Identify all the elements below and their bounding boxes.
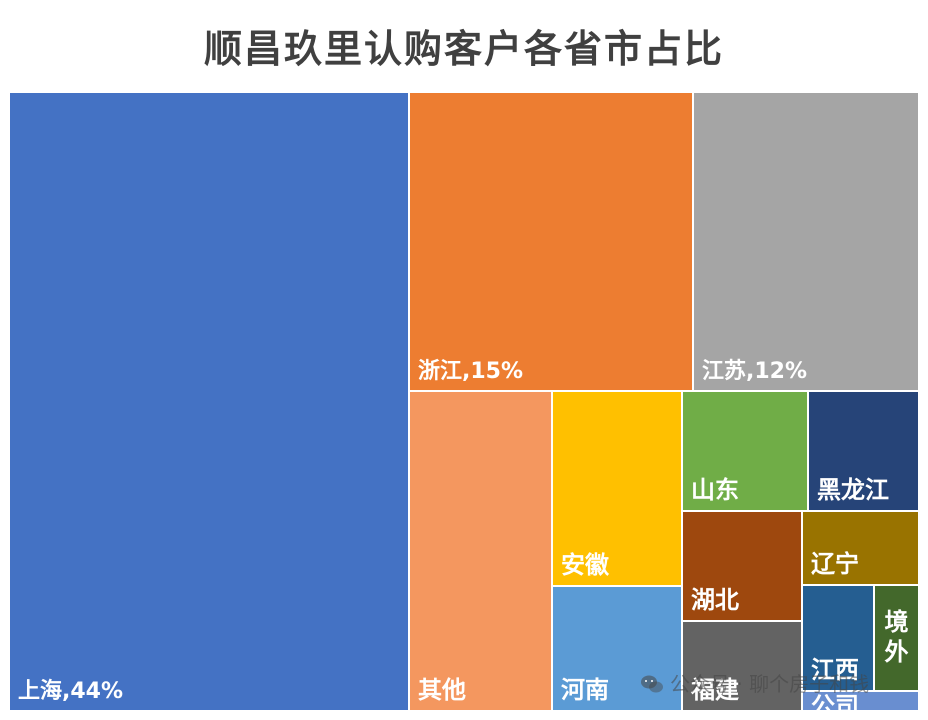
treemap-cell-4: 安徽 — [553, 392, 681, 585]
treemap-cell-5: 河南 — [553, 587, 681, 710]
treemap-label-11: 江西 — [811, 656, 859, 684]
treemap-cell-6: 山东 — [683, 392, 807, 510]
treemap-label-0: 上海,44% — [18, 678, 123, 704]
treemap-rect-5 — [553, 587, 681, 710]
treemap-rect-2 — [694, 93, 918, 390]
treemap-rect-9 — [803, 512, 918, 584]
watermark-text: 公众号 · 聊个房子和钱 — [670, 672, 870, 696]
wechat-icon — [641, 675, 663, 693]
watermark: 公众号 · 聊个房子和钱 — [640, 668, 869, 697]
treemap-cell-2: 江苏,12% — [694, 93, 918, 390]
treemap-rect-8 — [683, 512, 801, 620]
treemap-label-2: 江苏,12% — [702, 358, 807, 384]
treemap-cell-9: 辽宁 — [803, 512, 918, 584]
treemap-label-13: 公司 — [811, 692, 859, 720]
treemap-cell-0: 上海,44% — [10, 93, 408, 710]
treemap-cell-10: 福建 — [683, 622, 801, 710]
treemap-cell-3: 其他 — [410, 392, 551, 710]
treemap-cell-13: 公司 — [803, 692, 918, 720]
treemap-rect-3 — [410, 392, 551, 710]
treemap-cell-1: 浙江,15% — [410, 93, 692, 390]
treemap-rect-11 — [803, 586, 873, 690]
treemap-label-6: 山东 — [691, 476, 739, 504]
treemap-cell-7: 黑龙江 — [809, 392, 918, 510]
treemap-rect-12 — [875, 586, 918, 690]
treemap-label-12: 境外 — [885, 608, 909, 666]
treemap-label-8: 湖北 — [691, 586, 739, 614]
treemap-label-9: 辽宁 — [811, 550, 859, 578]
treemap-rect-6 — [683, 392, 807, 510]
treemap-cell-8: 湖北 — [683, 512, 801, 620]
treemap-label-4: 安徽 — [561, 551, 610, 579]
treemap-rect-1 — [410, 93, 692, 390]
treemap-label-1: 浙江,15% — [418, 359, 523, 384]
treemap-rect-4 — [553, 392, 681, 585]
treemap-rect-13 — [803, 692, 918, 710]
treemap-rect-7 — [809, 392, 918, 510]
treemap-cell-11: 江西 — [803, 586, 873, 690]
treemap-label-7: 黑龙江 — [817, 476, 889, 504]
treemap-label-5: 河南 — [561, 676, 609, 704]
chart-title: 顺昌玖里认购客户各省市占比 — [203, 27, 724, 71]
treemap-label-3: 其他 — [418, 676, 466, 704]
treemap-label-10: 福建 — [690, 676, 739, 704]
treemap-rect-0 — [10, 93, 408, 710]
treemap-rect-10 — [683, 622, 801, 710]
treemap-cell-12: 境外 — [875, 586, 918, 690]
